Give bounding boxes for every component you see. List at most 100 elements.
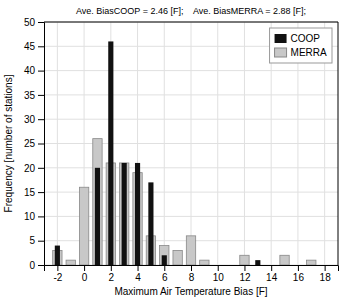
y-tick-label: 20 (24, 163, 36, 174)
x-tick-label: 14 (266, 272, 278, 283)
bar (240, 255, 249, 265)
bar (226, 265, 235, 266)
x-axis-title: Maximum Air Temperature Bias [F] (114, 286, 267, 297)
bar (280, 255, 289, 265)
bar (293, 265, 302, 266)
y-tick-label: 15 (24, 187, 36, 198)
bar (55, 246, 60, 265)
bar (95, 168, 100, 265)
bar (269, 265, 274, 266)
title: Ave. BiasCOOP = 2.46 [F]; Ave. BiasMERRA… (76, 6, 306, 16)
x-tick-label: 8 (189, 272, 195, 283)
x-tick: -2 (53, 265, 62, 283)
y-tick-mark (38, 192, 44, 193)
x-tick: 4 (135, 265, 141, 283)
y-tick-label: 0 (29, 260, 35, 271)
bar (122, 163, 127, 265)
bar (68, 265, 73, 266)
legend: COOP MERRA (270, 28, 332, 63)
bar (93, 139, 102, 265)
x-tick-label: 16 (293, 272, 305, 283)
y-tick-mark (38, 265, 44, 266)
y-tick-mark (38, 22, 44, 23)
bar (242, 265, 247, 266)
x-tick-mark (271, 265, 272, 271)
legend-item: COOP (275, 33, 321, 44)
legend-swatch (275, 34, 287, 43)
bar (108, 41, 113, 265)
bar (202, 265, 207, 266)
y-tick: 30 (24, 114, 44, 125)
bar (66, 260, 75, 265)
grid-line-x (57, 22, 58, 265)
x-tick-label: 6 (162, 272, 168, 283)
y-tick: 15 (24, 187, 44, 198)
y-tick-label: 35 (24, 90, 36, 101)
x-tick: 6 (162, 265, 168, 283)
grid-line-x (244, 22, 245, 265)
x-tick-mark (244, 265, 245, 271)
y-axis-title: Frequency [number of stations] (3, 74, 14, 212)
legend-label: MERRA (291, 47, 327, 58)
y-tick-label: 25 (24, 138, 36, 149)
bar (160, 246, 169, 265)
frame-right (338, 22, 339, 265)
bar (188, 265, 193, 266)
x-tick: 16 (293, 265, 305, 283)
y-tick-mark (38, 46, 44, 47)
bar (309, 265, 314, 266)
bar (135, 163, 140, 265)
x-tick: 8 (189, 265, 195, 283)
y-tick: 40 (24, 65, 44, 76)
x-tick: 0 (82, 265, 88, 283)
y-tick-label: 10 (24, 211, 36, 222)
y-tick-label: 5 (29, 235, 35, 246)
y-tick-mark (38, 71, 44, 72)
y-tick-label: 50 (24, 17, 36, 28)
y-tick: 25 (24, 138, 44, 149)
y-tick-mark (38, 241, 44, 242)
legend-label: COOP (291, 33, 321, 44)
legend-box (270, 28, 332, 63)
legend-swatch (275, 48, 287, 57)
y-tick: 35 (24, 90, 44, 101)
y-tick-label: 45 (24, 41, 36, 52)
bar-series (53, 139, 316, 265)
bar (255, 260, 260, 265)
x-tick: 18 (320, 265, 332, 283)
x-tick: 2 (109, 265, 115, 283)
x-tick-mark (84, 265, 85, 271)
bar (229, 265, 234, 266)
bar (175, 265, 180, 266)
y-tick-mark (38, 144, 44, 145)
bar (120, 163, 129, 265)
chart: -202468101214161805101520253035404550Ave… (0, 0, 348, 301)
grid-line-x (217, 22, 218, 265)
bar (79, 187, 88, 265)
bar (162, 255, 167, 265)
x-tick-mark (298, 265, 299, 271)
x-tick-mark (218, 265, 219, 271)
x-tick-label: 0 (82, 272, 88, 283)
x-tick-label: 10 (213, 272, 225, 283)
y-tick-mark (38, 119, 44, 120)
bar (82, 265, 87, 266)
x-tick-label: 4 (135, 272, 141, 283)
bar (200, 260, 209, 265)
y-axis-line (38, 23, 45, 266)
x-tick-mark (164, 265, 165, 271)
x-tick-mark (111, 265, 112, 271)
y-tick: 50 (24, 17, 44, 28)
x-axis: -2024681012141618 (45, 265, 339, 283)
grid-line-x (164, 22, 165, 265)
x-axis-line (45, 266, 339, 272)
y-tick-label: 40 (24, 65, 36, 76)
legend-item: MERRA (275, 47, 327, 58)
y-tick: 45 (24, 41, 44, 52)
x-tick: 14 (266, 265, 278, 283)
x-tick-label: -2 (53, 272, 62, 283)
grid-line-y (44, 22, 338, 23)
frame-top (44, 22, 338, 23)
x-tick-mark (325, 265, 326, 271)
y-tick-mark (38, 168, 44, 169)
